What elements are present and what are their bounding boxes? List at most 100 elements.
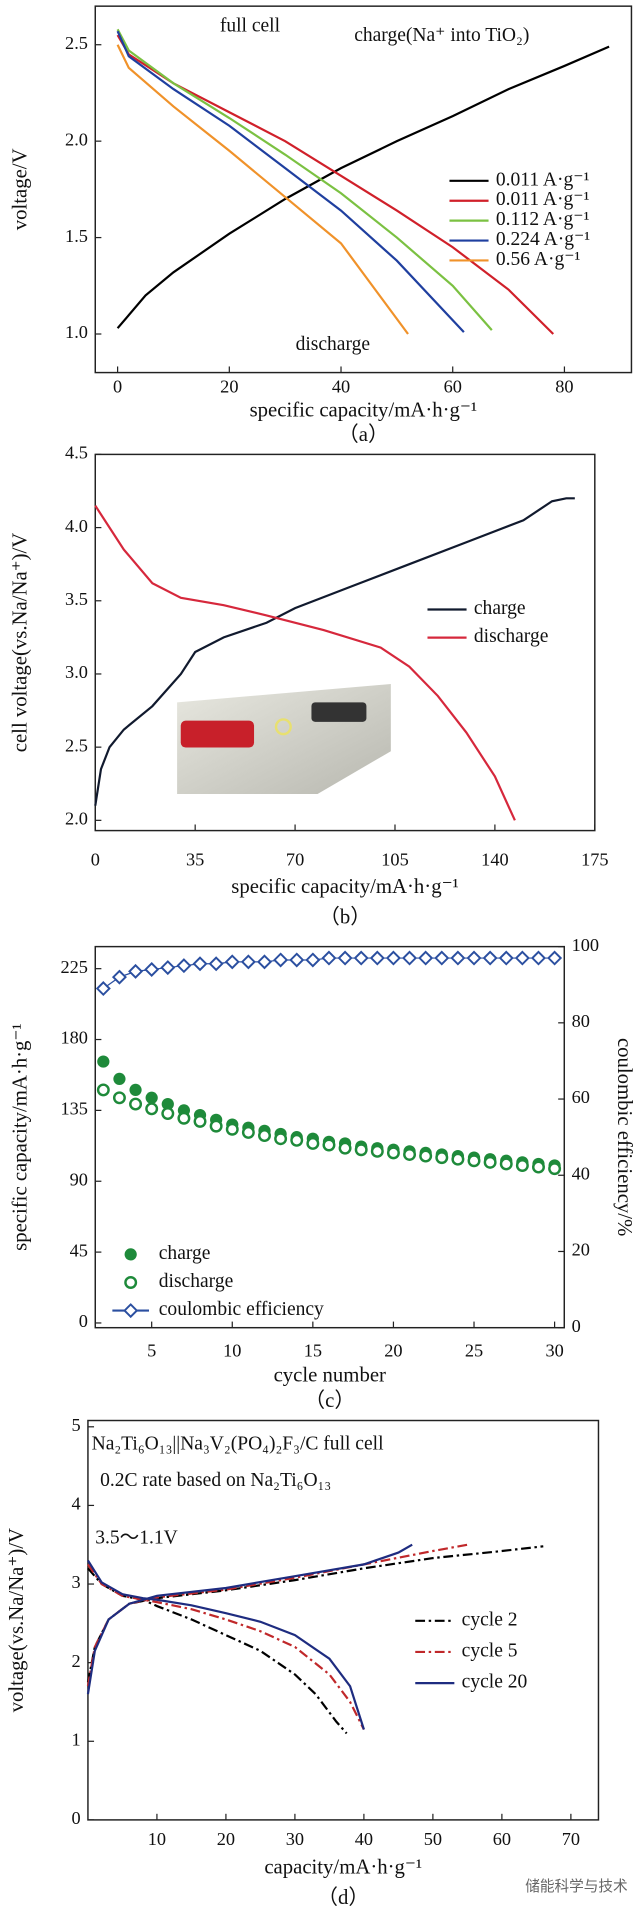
x-tick-label: 10 xyxy=(148,1829,166,1849)
data-point xyxy=(290,1133,304,1147)
inset-photo xyxy=(177,684,391,794)
data-point xyxy=(385,950,401,966)
caption: （d） xyxy=(317,1886,369,1909)
data-point xyxy=(177,1111,191,1125)
y-axis-label: specific capacity/mA·h·g⁻¹ xyxy=(10,1023,32,1250)
y-tick-label: 1.5 xyxy=(65,226,88,246)
legend-label: coulombic efficiency xyxy=(159,1299,324,1320)
annotation: charge(Na⁺ into TiO₂) xyxy=(354,25,529,46)
annotation: full cell xyxy=(220,15,281,36)
data-point xyxy=(97,1055,110,1068)
legend-label: cycle 5 xyxy=(462,1640,518,1661)
data-point xyxy=(95,981,111,997)
caption: （a） xyxy=(338,423,389,446)
annotation: 0.2C rate based on Na₂Ti₆O₁₃ xyxy=(100,1470,331,1491)
y-tick-label: 45 xyxy=(70,1240,88,1260)
x-axis-label: specific capacity/mA·h·g⁻¹ xyxy=(250,399,477,421)
x-tick-label: 140 xyxy=(481,849,508,869)
data-point xyxy=(354,1143,368,1157)
y-tick-label: 225 xyxy=(60,957,87,977)
watermark: 储能科学与技术 xyxy=(525,1878,628,1895)
data-point xyxy=(386,1146,400,1160)
y-tick-label: 1 xyxy=(71,1729,80,1749)
plot-frame xyxy=(94,453,596,832)
legend-label: 0.56 A·g⁻¹ xyxy=(496,249,581,270)
caption: （b） xyxy=(319,905,371,928)
legend-marker xyxy=(124,1248,137,1261)
data-point xyxy=(451,1152,465,1166)
data-point xyxy=(112,1091,126,1105)
y-tick-label: 2.5 xyxy=(65,33,88,53)
x-tick-label: 35 xyxy=(186,849,204,869)
x-tick-label: 10 xyxy=(223,1340,241,1360)
data-point xyxy=(466,950,482,966)
data-point xyxy=(369,950,385,966)
legend-label: charge xyxy=(474,598,526,619)
data-point xyxy=(322,1138,336,1152)
x-axis-label: capacity/mA·h·g⁻¹ xyxy=(264,1857,422,1879)
x-tick-label: 0 xyxy=(91,849,100,869)
data-point xyxy=(145,1102,159,1116)
data-point xyxy=(192,956,208,972)
x-tick-label: 15 xyxy=(304,1340,322,1360)
x-tick-label: 175 xyxy=(581,849,608,869)
data-point xyxy=(209,1119,223,1133)
y-tick-label: 2.5 xyxy=(65,735,88,755)
data-point xyxy=(161,1097,174,1111)
series-line xyxy=(116,44,409,335)
x-tick-label: 5 xyxy=(147,1340,156,1360)
series-line xyxy=(116,28,493,331)
y2-tick-label: 100 xyxy=(572,935,599,955)
data-point xyxy=(321,950,337,966)
y-tick-label: 0 xyxy=(71,1808,80,1828)
y2-tick-label: 60 xyxy=(572,1087,590,1107)
series-line xyxy=(94,505,516,821)
x-tick-label: 70 xyxy=(286,849,304,869)
data-point xyxy=(273,952,289,968)
legend-label: 0.224 A·g⁻¹ xyxy=(496,229,590,250)
y-tick-label: 2.0 xyxy=(65,129,88,149)
x-tick-label: 25 xyxy=(465,1340,483,1360)
annotation: discharge xyxy=(296,334,370,355)
plot-frame xyxy=(94,945,566,1329)
legend-label: 0.112 A·g⁻¹ xyxy=(496,209,590,230)
data-point xyxy=(434,950,450,966)
y-tick-label: 4.5 xyxy=(65,443,88,463)
data-point xyxy=(258,1129,271,1143)
data-point xyxy=(306,1136,320,1150)
y-tick-label: 4 xyxy=(71,1494,80,1514)
data-point xyxy=(240,954,256,970)
series-line xyxy=(86,1543,468,1730)
y-tick-label: 2.0 xyxy=(65,809,88,829)
data-point xyxy=(532,1160,545,1174)
legend-label: 0.011 A·g⁻¹ xyxy=(496,169,590,190)
legend-marker xyxy=(123,1303,139,1319)
legend-label: cycle 2 xyxy=(462,1609,518,1630)
series-line xyxy=(116,34,555,335)
x-tick-label: 60 xyxy=(493,1829,511,1849)
x-tick-label: 20 xyxy=(217,1829,235,1849)
y-tick-label: 5 xyxy=(71,1415,80,1435)
y-tick-label: 2 xyxy=(71,1651,80,1671)
data-point xyxy=(499,1157,513,1171)
data-point xyxy=(144,961,160,977)
y-tick-label: 180 xyxy=(60,1028,87,1048)
data-point xyxy=(224,954,240,970)
data-point xyxy=(129,1097,143,1111)
plot-frame xyxy=(94,5,633,374)
x-tick-label: 40 xyxy=(332,377,350,397)
series-line xyxy=(116,45,610,329)
x-tick-label: 50 xyxy=(424,1829,442,1849)
data-point xyxy=(548,1162,562,1176)
y-tick-label: 90 xyxy=(70,1169,88,1189)
x-tick-label: 80 xyxy=(555,377,573,397)
legend-label: charge xyxy=(159,1243,211,1264)
data-point xyxy=(482,950,498,966)
x-tick-label: 30 xyxy=(286,1829,304,1849)
x-tick-label: 105 xyxy=(381,849,408,869)
legend-marker xyxy=(124,1276,138,1289)
x-tick-label: 0 xyxy=(113,377,122,397)
data-point xyxy=(370,1144,384,1158)
